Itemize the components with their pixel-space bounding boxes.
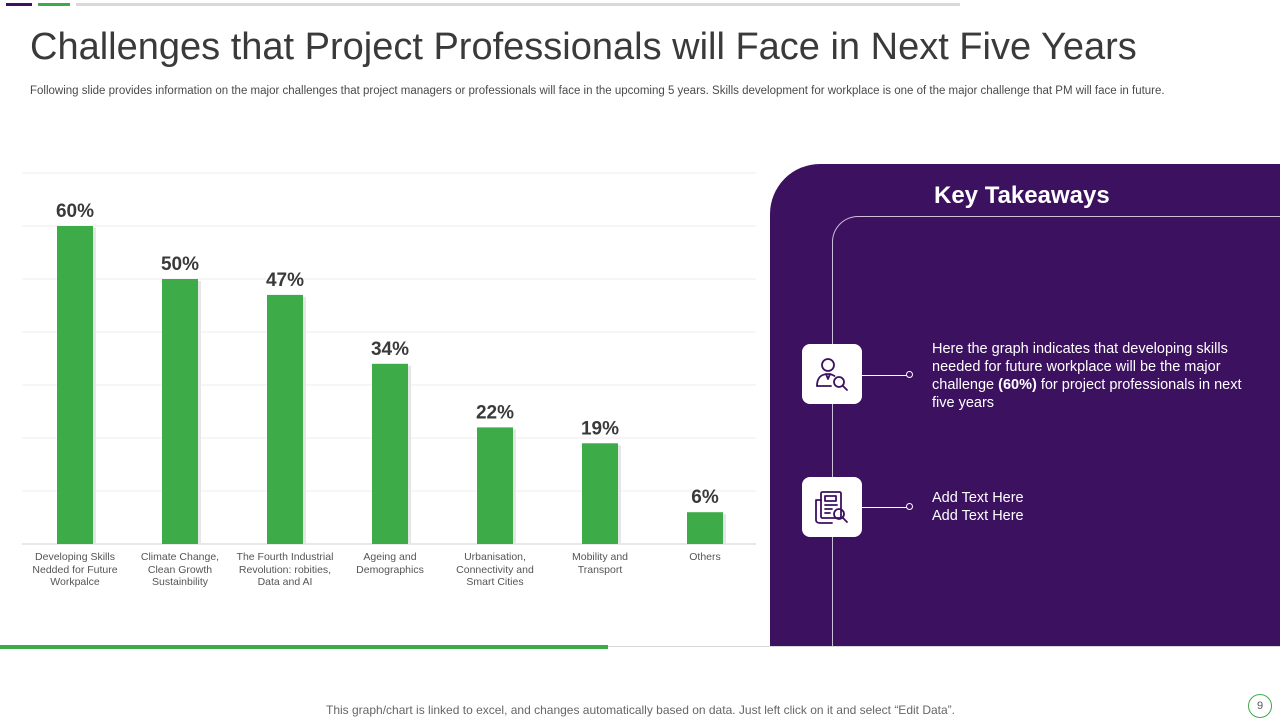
bar[interactable]	[267, 294, 303, 544]
person-search-icon	[802, 344, 862, 404]
bar[interactable]	[582, 443, 618, 544]
category-label-line: Urbanisation,	[464, 551, 526, 563]
page-subtitle: Following slide provides information on …	[30, 85, 1165, 97]
category-label-line: Transport	[577, 563, 623, 576]
category-label-line: Ageing and	[363, 551, 417, 563]
connector-line-1	[861, 375, 909, 376]
data-label: 22%	[476, 402, 514, 423]
takeaway-1-highlight: (60%)	[998, 377, 1037, 393]
bar[interactable]	[687, 512, 723, 544]
bar[interactable]	[372, 363, 408, 544]
category-label-line: Workpalce	[50, 576, 100, 588]
category-label-line: Climate Change,	[140, 551, 220, 563]
data-label: 50%	[161, 254, 199, 275]
panel-outline	[832, 216, 1280, 646]
category-label-line: Demographics	[356, 563, 424, 576]
category-label: Mobility and Transport	[545, 551, 655, 576]
bar[interactable]	[57, 226, 93, 544]
connector-line-2	[861, 507, 909, 508]
category-label: Ageing and Demographics	[335, 551, 445, 576]
category-label-line: Connectivity and	[456, 563, 534, 576]
takeaway-text-1: Here the graph indicates that developing…	[932, 340, 1252, 412]
takeaway-2-line-2: Add Text Here	[932, 508, 1024, 524]
category-label-line: Others	[689, 551, 721, 563]
key-takeaways-panel	[770, 164, 1280, 646]
category-label: Urbanisation, Connectivity and Smart Citie…	[440, 551, 550, 589]
category-label-line: Nedded for Future	[32, 563, 118, 576]
category-label-line: The Fourth Industrial	[236, 551, 334, 563]
top-accent-purple	[6, 3, 32, 6]
category-label-line: Data and AI	[257, 576, 313, 588]
takeaway-text-2: Add Text Here Add Text Here	[932, 489, 1252, 525]
data-label: 34%	[371, 339, 409, 360]
data-label: 19%	[581, 418, 619, 439]
footer-note: This graph/chart is linked to excel, and…	[326, 703, 955, 717]
takeaway-1-text-end: for project professionals in next five y…	[932, 377, 1242, 411]
bar[interactable]	[162, 279, 198, 544]
key-takeaways-title: Key Takeaways	[934, 182, 1110, 209]
category-label-line: Revolution: robities,	[238, 563, 332, 576]
bar-chart[interactable]: 60% 50% 47% 34% 22% 19% 6%	[0, 160, 760, 600]
bottom-divider	[608, 646, 1280, 647]
category-label-line: Developing Skills	[35, 551, 115, 563]
document-search-icon	[802, 477, 862, 537]
category-label: Others	[650, 551, 760, 564]
top-accent-gray	[76, 3, 960, 6]
category-label-line: Sustainbility	[151, 576, 209, 588]
connector-dot-2	[906, 503, 913, 510]
category-label: Climate Change, Clean Growth Sustainbility	[125, 551, 235, 589]
data-label: 6%	[691, 487, 719, 508]
bottom-accent-green	[0, 645, 608, 649]
category-label-line: Smart Cities	[466, 576, 524, 588]
page-title: Challenges that Project Professionals wi…	[30, 26, 1137, 68]
category-label: Developing Skills Nedded for Future Workpa…	[20, 551, 130, 589]
takeaway-2-line-1: Add Text Here	[932, 490, 1024, 506]
category-label-line: Mobility and	[571, 551, 629, 563]
data-label: 60%	[56, 201, 94, 222]
takeaway-1-text-start: Here the graph indicates that developing…	[932, 341, 1228, 393]
category-label: The Fourth Industrial Revolution: robitie…	[230, 551, 340, 589]
category-label-line: Clean Growth	[147, 563, 213, 576]
connector-dot-1	[906, 371, 913, 378]
bar[interactable]	[477, 427, 513, 544]
top-accent-green	[38, 3, 70, 6]
page-number: 9	[1248, 694, 1272, 718]
data-label: 47%	[266, 270, 304, 291]
